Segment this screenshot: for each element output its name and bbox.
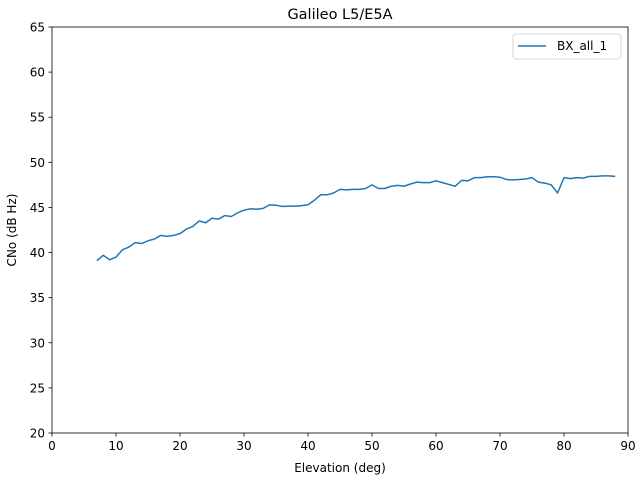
y-axis-ticks: 20 25 30 35 40 45 50 55 60 65: [30, 21, 52, 441]
y-tick-label: 45: [30, 201, 45, 215]
legend-label-bx-all-1: BX_all_1: [557, 39, 607, 53]
y-tick-label: 20: [30, 427, 45, 441]
x-tick-label: 20: [172, 439, 187, 453]
y-tick-label: 25: [30, 381, 45, 395]
y-tick-label: 50: [30, 156, 45, 170]
y-tick-label: 30: [30, 336, 45, 350]
x-tick-label: 30: [236, 439, 251, 453]
y-tick-label: 65: [30, 21, 45, 35]
x-tick-label: 90: [620, 439, 635, 453]
x-tick-label: 70: [492, 439, 507, 453]
x-axis-label: Elevation (deg): [294, 461, 386, 475]
x-tick-label: 50: [364, 439, 379, 453]
y-tick-label: 35: [30, 291, 45, 305]
y-tick-label: 60: [30, 66, 45, 80]
legend: BX_all_1: [512, 33, 622, 60]
y-tick-label: 55: [30, 111, 45, 125]
x-tick-label: 10: [108, 439, 123, 453]
x-tick-label: 40: [300, 439, 315, 453]
y-axis-label: CNo (dB Hz): [5, 194, 19, 267]
legend-box: [512, 33, 622, 60]
chart-title: Galileo L5/E5A: [287, 7, 392, 23]
y-tick-label: 40: [30, 246, 45, 260]
series-line-bx-all-1: [96, 175, 616, 262]
x-axis-ticks: 0 10 20 30 40 50 60 70 80 90: [48, 433, 636, 453]
x-tick-label: 0: [48, 439, 56, 453]
plot-area-frame: [51, 26, 629, 434]
x-tick-label: 80: [556, 439, 571, 453]
x-tick-label: 60: [428, 439, 443, 453]
